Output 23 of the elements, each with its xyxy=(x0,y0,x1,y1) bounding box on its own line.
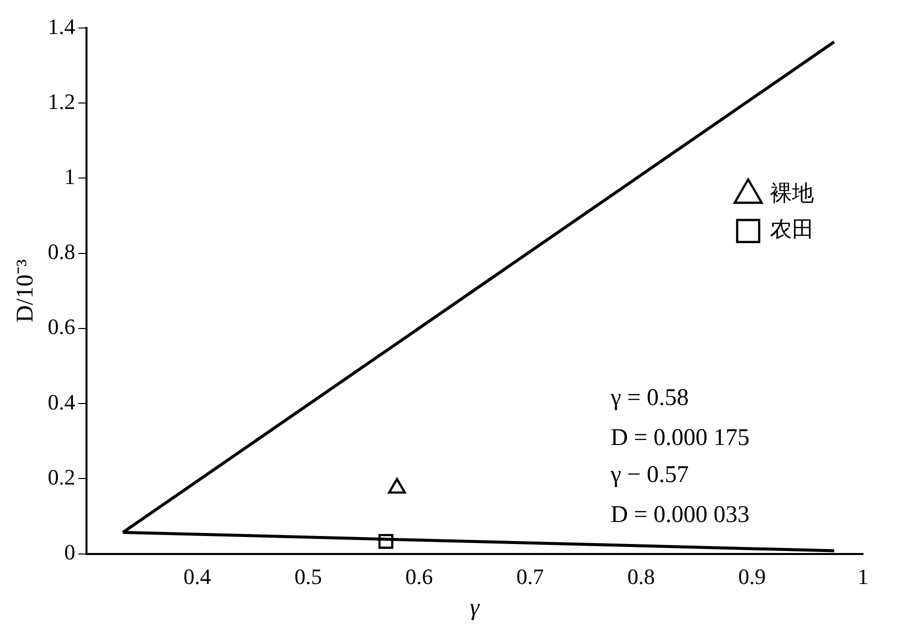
y-tick-label: 0.8 xyxy=(48,239,76,264)
x-tick-label: 0.5 xyxy=(294,564,322,589)
x-tick-label: 0.6 xyxy=(405,564,433,589)
annotation: D = 0.000 033 xyxy=(610,502,750,528)
x-axis-title: γ xyxy=(470,594,480,621)
y-tick-label: 1.4 xyxy=(48,14,76,39)
y-axis-title: D/10⁻³ xyxy=(12,259,39,322)
y-tick-label: 1 xyxy=(64,164,76,190)
x-tick-label: 0.4 xyxy=(184,564,212,589)
y-tick-label: 0.2 xyxy=(48,464,76,490)
x-tick-label: 0.8 xyxy=(627,564,655,589)
annotation: γ − 0.57 xyxy=(610,462,689,488)
legend-label: 农田 xyxy=(770,216,814,242)
y-tick-label: 0.4 xyxy=(48,389,76,414)
annotation: D = 0.000 175 xyxy=(610,424,750,451)
y-tick-label: 0 xyxy=(64,540,76,565)
x-tick-label: 0.9 xyxy=(738,564,766,589)
legend-label: 裸地 xyxy=(770,180,814,206)
y-tick-label: 0.6 xyxy=(48,314,76,340)
annotation: γ = 0.58 xyxy=(610,384,689,411)
y-tick-label: 1.2 xyxy=(48,88,76,114)
x-tick-label: 0.7 xyxy=(516,564,544,589)
x-tick-label: 1 xyxy=(858,564,868,589)
